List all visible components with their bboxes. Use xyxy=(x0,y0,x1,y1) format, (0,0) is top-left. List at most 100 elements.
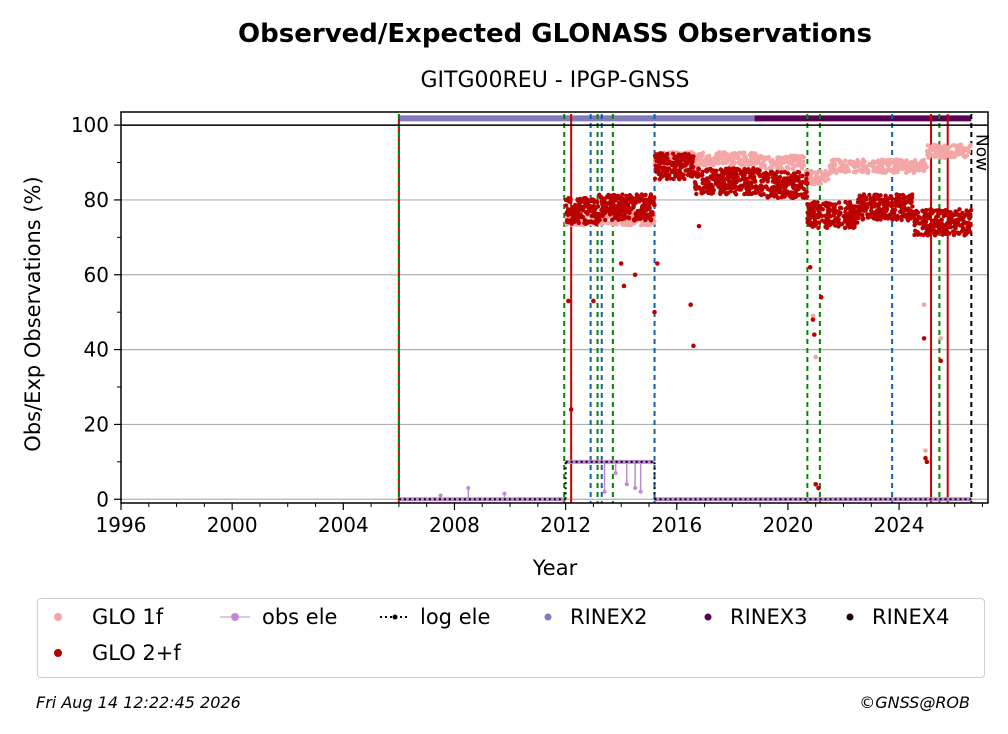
glo-1f-outlier xyxy=(810,313,816,319)
glo-1f-point xyxy=(801,159,806,164)
glo-2plusf-point xyxy=(923,209,928,214)
glo-2plusf-point xyxy=(874,216,880,222)
glo-2plusf-point xyxy=(931,224,936,229)
glo-2plusf-point xyxy=(901,196,906,201)
glo-2plusf-point xyxy=(820,218,825,223)
glo-2plusf-point xyxy=(753,190,759,195)
glo-2plusf-point xyxy=(596,212,602,217)
glo-2plusf-point xyxy=(802,195,807,200)
legend-item-obs-ele: obs ele xyxy=(218,605,337,629)
glo-2plusf-point xyxy=(722,186,727,192)
glo-1f-point xyxy=(844,163,849,168)
glo-2plusf-outlier xyxy=(652,309,657,315)
glo-2plusf-point xyxy=(616,209,622,214)
glo-1f-point xyxy=(823,169,828,175)
glo-2plusf-point xyxy=(899,207,905,212)
glo-2plusf-point xyxy=(619,201,625,207)
glo-2plusf-point xyxy=(583,201,588,206)
glo-2plusf-point xyxy=(595,200,600,205)
glo-2plusf-outlier xyxy=(568,407,574,412)
glo-2plusf-point xyxy=(678,164,683,169)
glo-2plusf-point xyxy=(888,194,893,199)
legend-label-rinex3: RINEX3 xyxy=(730,605,808,629)
glo-2plusf-point xyxy=(626,215,632,221)
glo-2plusf-outlier xyxy=(655,261,660,266)
glo-2plusf-point xyxy=(605,207,610,212)
glo-1f-point xyxy=(835,157,841,162)
obs-ele-point xyxy=(438,493,443,498)
glo-1f-point xyxy=(938,144,943,149)
glo-1f-point xyxy=(706,161,711,167)
glo-1f-point xyxy=(775,155,780,160)
glo-2plusf-outlier xyxy=(810,317,816,322)
glo-2plusf-point xyxy=(890,217,895,222)
glo-2plusf-point xyxy=(855,200,861,205)
glo-1f-point xyxy=(837,166,842,171)
glo-2plusf-point xyxy=(590,197,595,202)
glo-2plusf-point xyxy=(875,211,880,216)
glo-2plusf-point xyxy=(577,198,582,204)
glo-2plusf-point xyxy=(585,211,590,216)
glo-2plusf-point xyxy=(694,191,699,197)
glo-1f-point xyxy=(813,170,819,175)
glo-1f-point xyxy=(731,158,736,164)
glo-2plusf-point xyxy=(600,208,606,213)
glo-2plusf-point xyxy=(966,214,972,220)
glo-2plusf-point xyxy=(565,207,571,212)
glo-2plusf-point xyxy=(848,209,853,214)
glo-2plusf-point xyxy=(611,211,617,216)
glo-1f-point xyxy=(843,158,848,163)
glo-2plusf-outlier xyxy=(938,358,944,364)
glo-2plusf-point xyxy=(665,161,670,166)
glo-2plusf-point xyxy=(723,168,729,174)
obs-ele-point xyxy=(624,482,629,487)
glo-2plusf-point xyxy=(931,208,937,213)
glo-2plusf-point xyxy=(891,211,897,216)
glo-1f-point xyxy=(703,157,709,162)
glo-2plusf-point xyxy=(716,173,721,178)
glo-2plusf-point xyxy=(704,167,709,172)
glo-1f-point xyxy=(812,176,818,181)
glo-2plusf-point xyxy=(934,231,939,236)
glo-2plusf-point xyxy=(851,207,856,213)
glo-2plusf-point xyxy=(868,196,873,201)
obs-ele-point xyxy=(602,489,607,494)
glo-2plusf-point xyxy=(652,176,658,181)
glo-1f-point xyxy=(600,222,605,227)
glo-2plusf-point xyxy=(863,195,869,200)
glo-2plusf-point xyxy=(604,201,609,206)
glo-2plusf-point xyxy=(805,171,810,176)
glo-2plusf-point xyxy=(689,162,694,167)
glo-2plusf-point xyxy=(719,183,724,188)
glo-2plusf-point xyxy=(609,217,615,223)
glo-2plusf-point xyxy=(668,176,673,181)
glo-2plusf-point xyxy=(790,182,796,187)
glo-2plusf-point xyxy=(840,221,845,227)
glo-2plusf-point xyxy=(704,189,709,194)
glo-2plusf-point xyxy=(769,185,775,191)
glo-2plusf-point xyxy=(960,221,966,227)
glo-2plusf-point xyxy=(954,209,959,215)
glo-2plusf-point xyxy=(672,155,677,161)
glo-2plusf-point xyxy=(879,211,885,217)
glo-2plusf-point xyxy=(700,169,705,174)
glo-2plusf-point xyxy=(787,193,792,198)
glo-2plusf-point xyxy=(660,168,665,173)
glo-2plusf-point xyxy=(794,184,799,190)
glo-1f-point xyxy=(816,181,821,186)
glo-2plusf-point xyxy=(617,212,622,217)
glo-2plusf-point xyxy=(796,175,801,181)
glo-2plusf-point xyxy=(922,215,927,220)
glo-2plusf-point xyxy=(869,208,874,213)
legend-marker-rinex2 xyxy=(526,606,566,628)
glo-2plusf-point xyxy=(707,181,712,187)
glo-2plusf-point xyxy=(652,195,657,200)
glo-2plusf-point xyxy=(682,154,687,159)
glo-1f-point xyxy=(703,162,708,168)
glo-1f-point xyxy=(874,159,879,165)
glo-2plusf-point xyxy=(710,184,715,190)
legend-label-rinex4: RINEX4 xyxy=(872,605,950,629)
glo-2plusf-point xyxy=(603,217,608,223)
glo-2plusf-outlier xyxy=(813,481,819,487)
